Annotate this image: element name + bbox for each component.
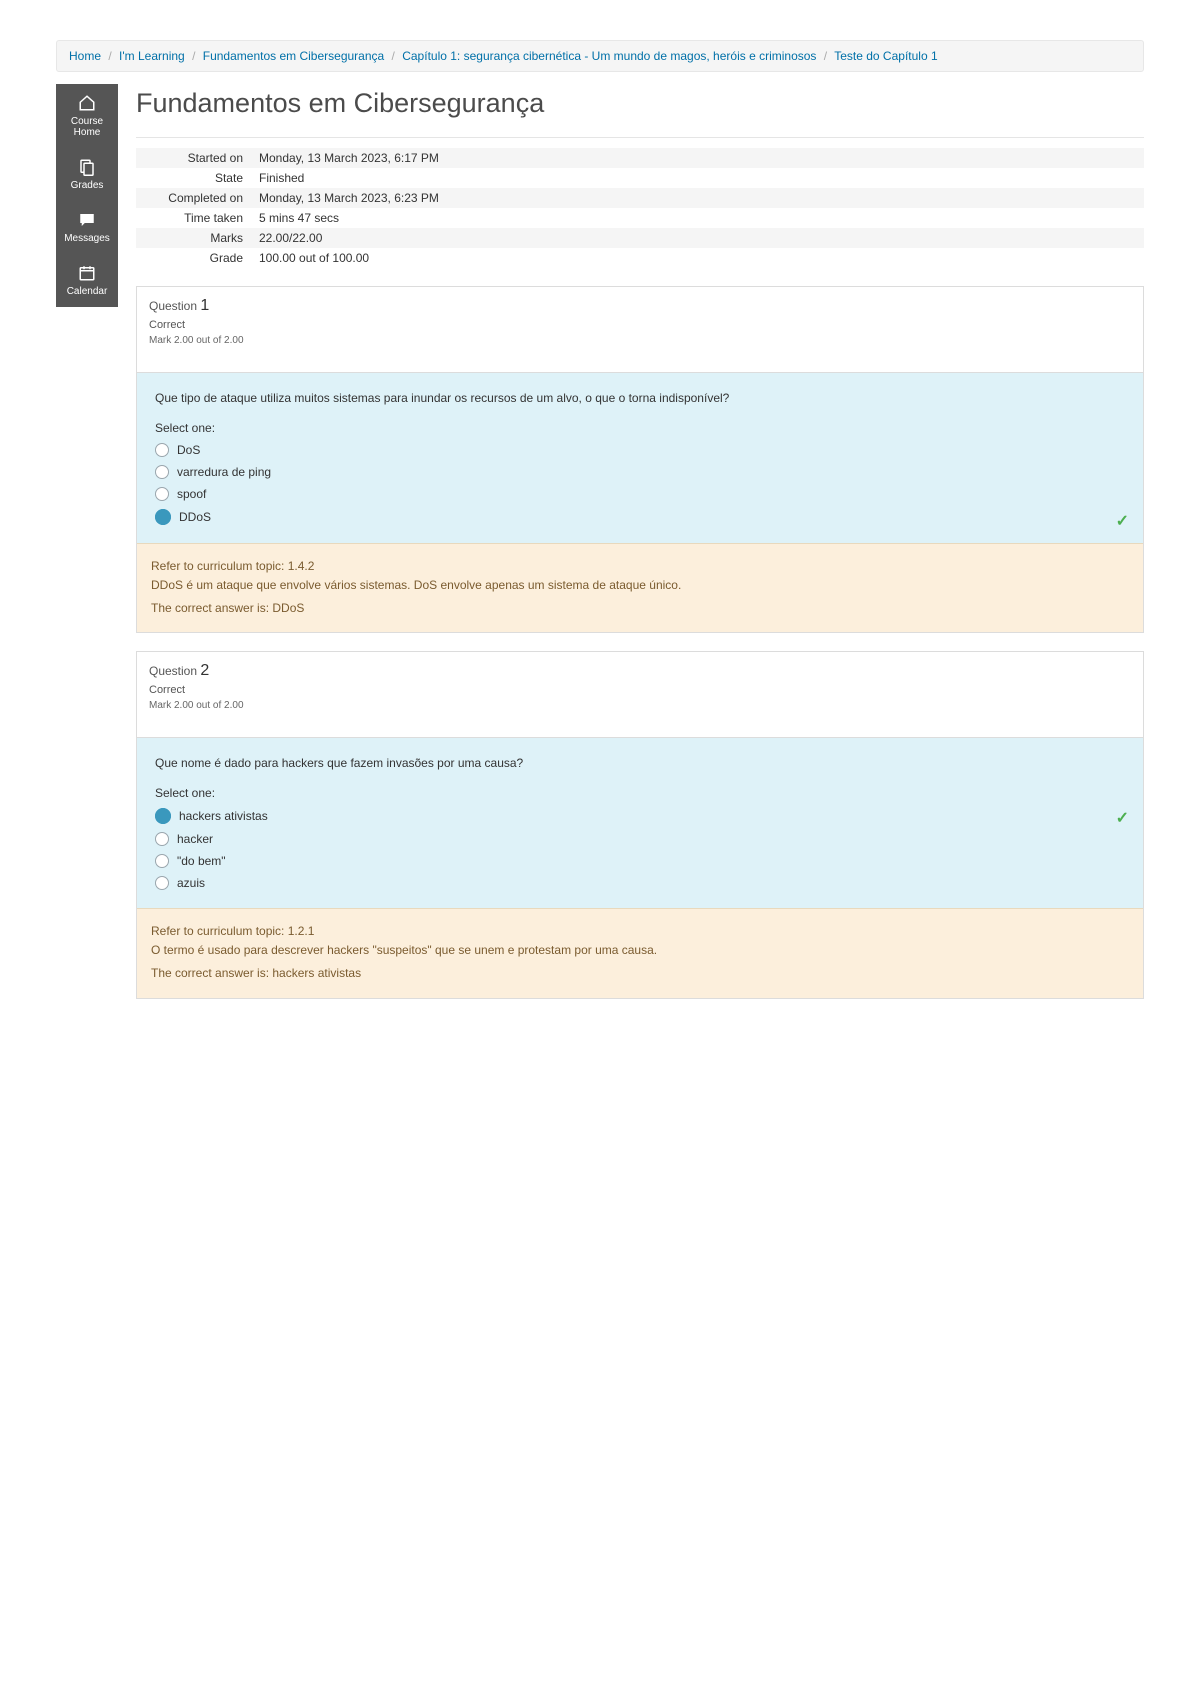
- question-info: Question 1 Correct Mark 2.00 out of 2.00: [137, 287, 1143, 358]
- page-title: Fundamentos em Cibersegurança: [136, 88, 1144, 119]
- radio-icon: [155, 832, 169, 846]
- answer-option[interactable]: "do bem": [155, 854, 1125, 868]
- sidebar-item-course-home[interactable]: Course Home: [56, 84, 118, 148]
- question-feedback: Refer to curriculum topic: 1.2.1 O termo…: [137, 908, 1143, 997]
- table-row: Marks22.00/22.00: [136, 228, 1144, 248]
- question-block: Question 2 Correct Mark 2.00 out of 2.00…: [136, 651, 1144, 998]
- summary-label: Started on: [136, 148, 251, 168]
- question-number: Question 1: [149, 297, 1131, 315]
- answer-list: hackers ativistas hacker "do bem" a: [155, 808, 1125, 890]
- table-row: Time taken5 mins 47 secs: [136, 208, 1144, 228]
- breadcrumb-link[interactable]: Home: [69, 49, 101, 63]
- question-text: Que tipo de ataque utiliza muitos sistem…: [155, 391, 1125, 405]
- divider: [136, 137, 1144, 138]
- question-content: Que tipo de ataque utiliza muitos sistem…: [137, 372, 1143, 543]
- sidebar-item-label: Calendar: [58, 286, 116, 297]
- summary-value: Finished: [251, 168, 1144, 188]
- breadcrumb-link[interactable]: Capítulo 1: segurança cibernética - Um m…: [402, 49, 816, 63]
- answer-option[interactable]: DDoS: [155, 509, 1125, 525]
- question-feedback: Refer to curriculum topic: 1.4.2 DDoS é …: [137, 543, 1143, 632]
- question-info: Question 2 Correct Mark 2.00 out of 2.00: [137, 652, 1143, 723]
- summary-value: 22.00/22.00: [251, 228, 1144, 248]
- sidebar-item-label: Grades: [58, 180, 116, 191]
- feedback-correct-answer: The correct answer is: hackers ativistas: [151, 965, 1129, 982]
- summary-label: Marks: [136, 228, 251, 248]
- main-content: Fundamentos em Cibersegurança Started on…: [136, 84, 1144, 999]
- sidebar: Course Home Grades Messages Calendar: [56, 84, 118, 307]
- select-one-label: Select one:: [155, 421, 1125, 435]
- check-icon: ✓: [1116, 511, 1129, 531]
- feedback-topic: Refer to curriculum topic: 1.2.1: [151, 923, 1129, 940]
- answer-option[interactable]: varredura de ping: [155, 465, 1125, 479]
- sidebar-item-label: Messages: [58, 233, 116, 244]
- messages-icon: [77, 211, 97, 229]
- question-mark: Mark 2.00 out of 2.00: [149, 335, 1131, 346]
- option-label: hackers ativistas: [179, 809, 268, 823]
- calendar-icon: [77, 264, 97, 282]
- grades-icon: [77, 158, 97, 176]
- option-label: spoof: [177, 487, 206, 501]
- sidebar-item-messages[interactable]: Messages: [56, 201, 118, 254]
- feedback-correct-answer: The correct answer is: DDoS: [151, 600, 1129, 617]
- summary-value: 5 mins 47 secs: [251, 208, 1144, 228]
- sidebar-item-grades[interactable]: Grades: [56, 148, 118, 201]
- feedback-explanation: DDoS é um ataque que envolve vários sist…: [151, 577, 1129, 594]
- answer-list: DoS varredura de ping spoof DDoS: [155, 443, 1125, 525]
- summary-label: Grade: [136, 248, 251, 268]
- option-label: varredura de ping: [177, 465, 271, 479]
- option-label: DoS: [177, 443, 200, 457]
- answer-option[interactable]: spoof: [155, 487, 1125, 501]
- summary-label: State: [136, 168, 251, 188]
- radio-icon: [155, 876, 169, 890]
- question-state: Correct: [149, 684, 1131, 696]
- question-mark: Mark 2.00 out of 2.00: [149, 700, 1131, 711]
- breadcrumb-link[interactable]: I'm Learning: [119, 49, 185, 63]
- answer-option[interactable]: DoS: [155, 443, 1125, 457]
- answer-option[interactable]: hacker: [155, 832, 1125, 846]
- summary-label: Completed on: [136, 188, 251, 208]
- summary-value: Monday, 13 March 2023, 6:17 PM: [251, 148, 1144, 168]
- table-row: Started onMonday, 13 March 2023, 6:17 PM: [136, 148, 1144, 168]
- question-state: Correct: [149, 319, 1131, 331]
- breadcrumb: Home / I'm Learning / Fundamentos em Cib…: [56, 40, 1144, 72]
- table-row: Completed onMonday, 13 March 2023, 6:23 …: [136, 188, 1144, 208]
- sidebar-item-label: Course Home: [58, 116, 116, 138]
- question-content: Que nome é dado para hackers que fazem i…: [137, 737, 1143, 908]
- radio-icon: [155, 854, 169, 868]
- attempt-summary-table: Started onMonday, 13 March 2023, 6:17 PM…: [136, 148, 1144, 268]
- option-label: "do bem": [177, 854, 226, 868]
- feedback-topic: Refer to curriculum topic: 1.4.2: [151, 558, 1129, 575]
- summary-value: Monday, 13 March 2023, 6:23 PM: [251, 188, 1144, 208]
- sidebar-item-calendar[interactable]: Calendar: [56, 254, 118, 307]
- radio-icon: [155, 465, 169, 479]
- option-label: hacker: [177, 832, 213, 846]
- answer-option[interactable]: hackers ativistas: [155, 808, 1125, 824]
- summary-label: Time taken: [136, 208, 251, 228]
- summary-value: 100.00 out of 100.00: [251, 248, 1144, 268]
- check-icon: ✓: [1116, 808, 1129, 828]
- question-text: Que nome é dado para hackers que fazem i…: [155, 756, 1125, 770]
- table-row: StateFinished: [136, 168, 1144, 188]
- feedback-explanation: O termo é usado para descrever hackers "…: [151, 942, 1129, 959]
- question-block: Question 1 Correct Mark 2.00 out of 2.00…: [136, 286, 1144, 633]
- home-icon: [77, 94, 97, 112]
- table-row: Grade100.00 out of 100.00: [136, 248, 1144, 268]
- breadcrumb-link[interactable]: Fundamentos em Cibersegurança: [203, 49, 384, 63]
- answer-option[interactable]: azuis: [155, 876, 1125, 890]
- radio-selected-icon: [155, 808, 171, 824]
- radio-icon: [155, 443, 169, 457]
- radio-selected-icon: [155, 509, 171, 525]
- radio-icon: [155, 487, 169, 501]
- option-label: DDoS: [179, 510, 211, 524]
- breadcrumb-link[interactable]: Teste do Capítulo 1: [834, 49, 937, 63]
- question-number: Question 2: [149, 662, 1131, 680]
- option-label: azuis: [177, 876, 205, 890]
- select-one-label: Select one:: [155, 786, 1125, 800]
